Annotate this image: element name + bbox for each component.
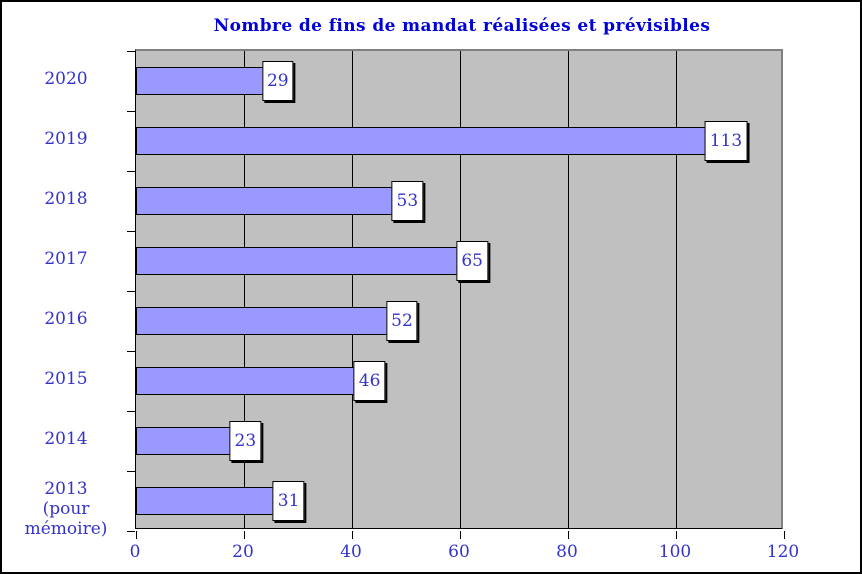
gridline [460,51,461,528]
x-axis-tick-label: 100 [658,542,692,562]
bar-value-label: 29 [261,61,294,101]
x-axis-tick [352,531,353,539]
y-axis-label-year: 2018 [44,189,88,209]
bar-value-label: 31 [272,481,305,521]
chart-title: Nombre de fins de mandat réalisées et pr… [213,16,711,36]
bar-value-label: 46 [353,361,386,401]
bar [136,307,417,335]
y-axis-label: 2014 [6,429,126,449]
bar-value-label: 23 [229,421,262,461]
x-axis-tick-label: 40 [340,542,362,562]
y-axis-tick [127,111,135,112]
y-axis-label-year: 2019 [44,129,88,149]
gridline [352,51,353,528]
bar [136,367,385,395]
y-axis-label-year: 2020 [44,69,88,89]
x-axis-tick-label: 20 [232,542,254,562]
x-axis-tick-label: 60 [448,542,470,562]
x-axis-tick [676,531,677,539]
x-axis-tick [784,531,785,539]
y-axis-label: 2017 [6,249,126,269]
x-axis-tick [460,531,461,539]
y-axis-label: 2016 [6,309,126,329]
y-axis-label: 2019 [6,129,126,149]
x-axis-tick-label: 0 [129,542,141,562]
x-axis-tick [136,531,137,539]
bar [136,127,747,155]
gridline [244,51,245,528]
y-axis-label-year: 2013 [44,479,88,499]
y-axis-label: 2020 [6,69,126,89]
y-axis-label: 2018 [6,189,126,209]
bar-value-label: 65 [456,241,488,281]
y-axis-tick [127,231,135,232]
y-axis-label: 2013 (pour mémoire) [6,479,126,539]
gridline [568,51,569,528]
y-axis-tick [127,411,135,412]
y-axis-tick [127,291,135,292]
x-axis-tick-label: 120 [766,542,800,562]
y-axis-tick [127,531,135,532]
y-axis-label: 2015 [6,369,126,389]
bar [136,187,423,215]
y-axis-tick [127,51,135,52]
y-axis-tick [127,171,135,172]
x-axis-tick [244,531,245,539]
gridline [676,51,677,528]
plot-area: 29 113 53 65 52 46 23 31 [127,49,785,539]
y-axis-tick [127,471,135,472]
bar-value-label: 52 [386,301,418,341]
y-axis-label-year: 2015 [44,369,88,389]
y-axis-tick [127,351,135,352]
x-axis-tick [568,531,569,539]
y-axis-label-note: (pour mémoire) [24,499,108,539]
y-axis-label-year: 2016 [44,309,88,329]
bar-value-label: 113 [704,121,748,161]
y-axis-label-year: 2014 [44,429,88,449]
x-axis-tick-label: 80 [556,542,578,562]
bar-value-label: 53 [391,181,424,221]
bar [136,247,487,275]
y-axis-label-year: 2017 [44,249,88,269]
